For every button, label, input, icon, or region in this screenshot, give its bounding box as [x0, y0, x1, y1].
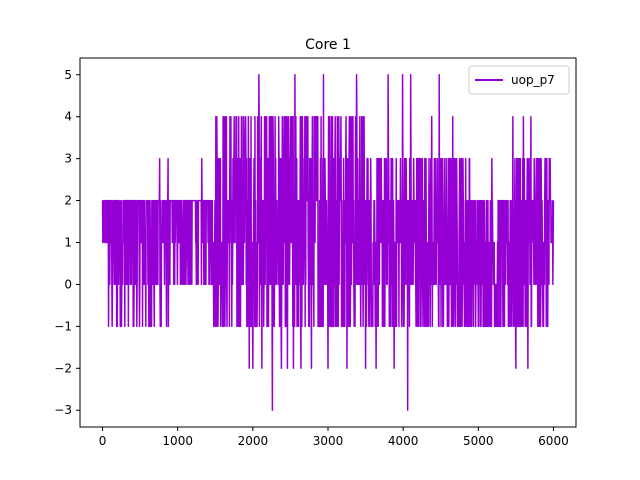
- legend-box: [468, 65, 570, 95]
- y-tick-label: 2: [64, 194, 72, 208]
- x-tick-label: 4000: [388, 434, 419, 448]
- x-tick-label: 0: [99, 434, 107, 448]
- legend: uop_p7: [468, 65, 570, 95]
- y-tick-label: −2: [54, 361, 72, 375]
- x-tick-label: 3000: [313, 434, 344, 448]
- x-axis: 0 1000 2000 3000 4000 5000 6000: [99, 427, 569, 448]
- series-line-uop_p7: [101, 74, 555, 411]
- x-tick-label: 5000: [463, 434, 494, 448]
- y-tick-label: 3: [64, 152, 72, 166]
- y-tick-label: 5: [64, 68, 72, 82]
- y-tick-label: −1: [54, 319, 72, 333]
- y-tick-label: −3: [54, 403, 72, 417]
- x-tick-label: 1000: [162, 434, 193, 448]
- chart-title: Core 1: [305, 37, 351, 53]
- x-tick-label: 6000: [538, 434, 569, 448]
- x-tick-label: 2000: [238, 434, 269, 448]
- plot-area: [101, 74, 555, 411]
- y-tick-label: 0: [64, 277, 72, 291]
- legend-label-uop_p7: uop_p7: [511, 73, 555, 87]
- y-axis: −3 −2 −1 0 1 2 3 4 5: [54, 68, 80, 417]
- series-layer: [101, 74, 555, 411]
- y-tick-label: 1: [64, 236, 72, 250]
- y-tick-label: 4: [64, 110, 72, 124]
